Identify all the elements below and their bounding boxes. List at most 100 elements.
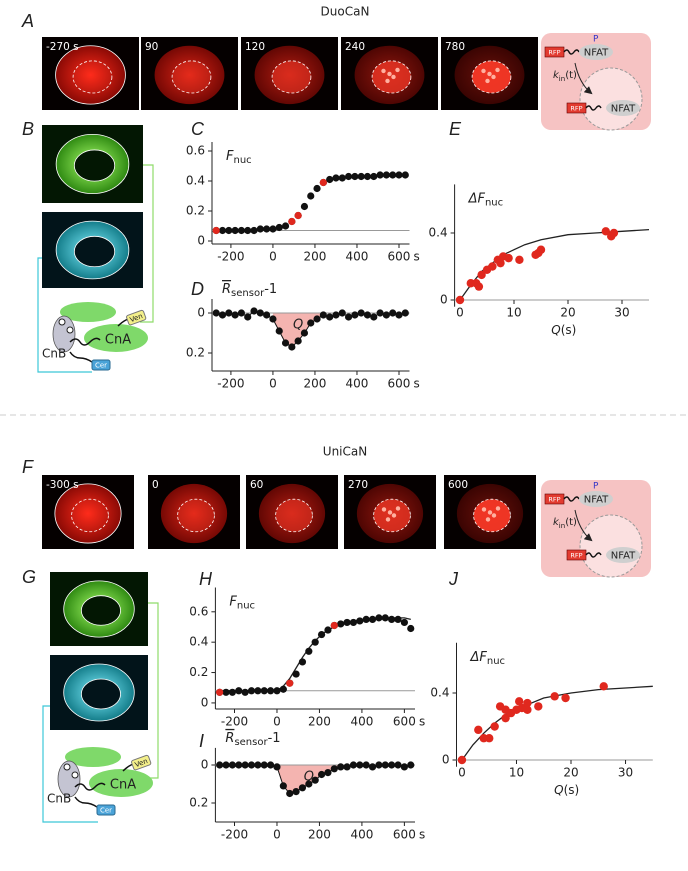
panel-letter: G	[22, 567, 36, 587]
data-point	[311, 638, 319, 646]
area-label: Q	[293, 318, 303, 333]
y-tick-label: 0	[201, 758, 209, 772]
rfp-label: RFP	[548, 496, 560, 504]
x-axis-label-part: Q	[551, 322, 560, 336]
linker	[585, 552, 602, 558]
y-tick-label: 0.4	[430, 686, 449, 700]
y-axis-label-part: nuc	[237, 601, 255, 612]
nuclear-speck	[487, 71, 492, 77]
nuclear-speck	[495, 506, 501, 511]
data-point	[407, 624, 415, 633]
data-point	[273, 763, 281, 771]
data-point	[237, 309, 246, 317]
rate-label-part: in	[559, 522, 565, 530]
area-label: Q	[304, 770, 314, 785]
data-point	[286, 679, 294, 687]
frame-time-label: -270 s	[46, 41, 79, 53]
sensor-nucleus	[73, 235, 116, 268]
rate-label-part: in	[559, 75, 565, 83]
x-axis-label-part: Q	[554, 783, 563, 797]
data-point	[401, 309, 409, 317]
x-tick-label: -200	[221, 828, 248, 842]
data-point	[222, 688, 230, 696]
data-point	[228, 688, 236, 696]
nuclear-speck	[395, 506, 401, 511]
y-axis-label: Rsensor-1	[225, 730, 280, 748]
ca-site	[66, 326, 74, 334]
data-point	[305, 647, 313, 655]
nfat	[579, 44, 613, 60]
data-point	[275, 327, 283, 335]
data-point	[351, 311, 359, 319]
data-point	[536, 245, 546, 254]
data-point	[300, 329, 309, 337]
data-point	[375, 614, 383, 622]
x-tick-label: 0	[273, 715, 281, 729]
frame-time-label: 600	[448, 479, 468, 491]
data-point	[368, 615, 377, 623]
data-point	[307, 319, 315, 327]
x-tick-label: 600	[393, 828, 416, 842]
y-axis-label-part: nuc	[485, 197, 503, 208]
data-point	[313, 315, 321, 323]
x-tick-label: 0	[458, 766, 466, 780]
ca-site	[71, 771, 79, 779]
data-point	[307, 192, 315, 200]
panel-letter: D	[191, 279, 204, 299]
data-point	[269, 315, 277, 323]
data-point	[231, 226, 239, 235]
data-point	[292, 670, 300, 678]
data-point	[247, 761, 256, 769]
data-point	[389, 171, 397, 179]
rfp-label: RFP	[548, 49, 560, 57]
data-point	[250, 226, 258, 235]
nuclear-speck	[481, 507, 487, 512]
data-point	[376, 171, 384, 179]
data-point	[357, 309, 365, 317]
data-point	[599, 682, 608, 691]
x-tick-label: -200	[221, 715, 248, 729]
y-axis-label-part: -1	[268, 730, 281, 745]
ven-tag: Ven	[126, 309, 147, 326]
x-unit: s	[419, 828, 425, 842]
data-point	[250, 307, 258, 315]
data-point	[237, 226, 246, 235]
nuclear-speck	[491, 74, 496, 80]
cna	[84, 324, 148, 352]
data-point	[212, 309, 220, 317]
rate-label: kin(t)	[553, 70, 577, 83]
rate-label-part: k	[553, 70, 560, 81]
cnb-label: CnB	[47, 792, 71, 806]
cer-label: Cer	[100, 807, 112, 815]
ca-site	[63, 763, 71, 771]
data-point	[382, 311, 390, 319]
x-tick-label: 400	[350, 828, 373, 842]
x-tick-label: 30	[614, 305, 629, 319]
frame-time-label: 0	[152, 479, 159, 491]
frame-time-label: 120	[245, 41, 265, 53]
data-point	[225, 226, 233, 235]
data-point	[381, 614, 389, 622]
nuclear-speck	[391, 513, 397, 518]
data-point	[281, 222, 290, 230]
data-point	[244, 313, 252, 321]
data-point	[504, 253, 513, 263]
ven-label: Ven	[129, 312, 144, 324]
y-axis-label: Fnuc	[229, 594, 255, 612]
x-tick-label: 600	[388, 377, 411, 391]
data-point	[356, 617, 364, 625]
data-point	[288, 217, 296, 226]
phospho-label: P	[593, 35, 599, 45]
rate-label: kin(t)	[553, 517, 577, 530]
nuclear-speck	[491, 513, 497, 518]
data-point	[515, 255, 524, 264]
x-tick-label: 20	[560, 305, 575, 319]
x-unit: s	[419, 715, 425, 729]
data-point	[395, 311, 403, 319]
data-point	[241, 688, 249, 696]
y-axis-label-part: nuc	[487, 656, 505, 667]
cer-bracket	[37, 257, 92, 373]
x-unit: s	[414, 250, 420, 264]
data-point	[332, 311, 340, 319]
